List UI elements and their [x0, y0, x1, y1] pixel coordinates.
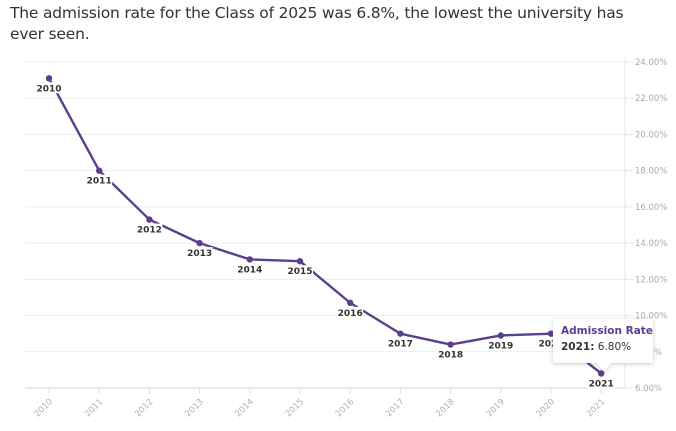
data-point: [347, 299, 354, 307]
point-label: 2011: [87, 177, 112, 187]
y-tick-label: 22.00%: [635, 94, 667, 104]
data-point: [96, 167, 103, 174]
point-label-bg: [186, 247, 213, 259]
point-label: 2016: [338, 309, 363, 319]
data-point: [497, 332, 504, 339]
point-label: 2013: [187, 249, 212, 259]
x-tick-label: 2020: [535, 397, 557, 419]
data-point: [547, 330, 555, 337]
series-line: [47, 77, 602, 375]
x-tick-label: 2011: [83, 397, 105, 419]
x-tick-label: 2018: [434, 397, 456, 419]
point-label-bg: [36, 82, 62, 94]
x-tick-label: 2012: [133, 397, 155, 419]
point-label-bg: [487, 339, 514, 351]
data-point: [45, 75, 53, 82]
y-tick-label: 6.00%: [635, 384, 662, 394]
point-label: 2020: [538, 340, 563, 350]
x-tick-label: 2014: [234, 397, 256, 419]
x-tick-label: 2010: [33, 397, 55, 419]
x-tick-label: 2021: [585, 397, 607, 419]
point-label-bg: [387, 337, 414, 349]
data-point: [447, 341, 454, 348]
point-labels: 2010 2011 2012 2013 2014 2015 2016 2017 2018 2019…: [36, 82, 615, 390]
tooltip-series-name: Admission Rate: [561, 325, 653, 337]
chart-subtitle: The admission rate for the Class of 2025…: [10, 4, 624, 43]
x-tick-label: 2019: [485, 397, 507, 419]
point-label: 2015: [287, 267, 312, 277]
gridlines: [25, 57, 633, 389]
data-point: [196, 239, 203, 247]
y-tick-label: 18.00%: [635, 167, 667, 177]
point-label: 2014: [237, 265, 262, 275]
data-point: [598, 370, 605, 377]
point-label-bg: [136, 223, 163, 235]
point-label-bg: [588, 377, 615, 389]
point-label: 2010: [36, 84, 61, 94]
x-tick-label: 2017: [384, 397, 406, 419]
data-point: [296, 258, 304, 265]
x-axis-ticks: 2010 2011 2012 2013 2014 2015 2016 2017 2018 2019…: [33, 397, 608, 419]
point-label: 2018: [438, 351, 463, 361]
point-label-bg: [287, 265, 313, 277]
x-tick-label: 2013: [183, 397, 205, 419]
point-label: 2019: [488, 341, 513, 351]
point-label-bg: [86, 174, 113, 186]
tooltip-year: 2021:: [561, 341, 595, 353]
point-label-bg: [437, 348, 464, 360]
y-tick-label: 16.00%: [635, 203, 667, 213]
data-point: [397, 330, 404, 337]
point-label: 2012: [137, 226, 162, 236]
y-tick-label: 14.00%: [635, 239, 667, 249]
y-tick-label: 12.00%: [635, 275, 667, 285]
data-point: [246, 256, 253, 263]
data-point: [146, 216, 153, 223]
tooltip: Admission Rate 2021: 6.80%: [553, 319, 653, 372]
x-axis: [48, 388, 602, 394]
series-admission-rate: [45, 75, 605, 377]
point-label-bg: [538, 337, 564, 349]
tooltip-value: 6.80%: [597, 341, 632, 353]
tooltip-value-row: 2021: 6.80%: [561, 341, 631, 353]
point-label: 2017: [388, 340, 413, 350]
y-tick-label: 20.00%: [635, 130, 667, 140]
point-label-bg: [337, 306, 364, 318]
x-tick-label: 2015: [284, 397, 306, 419]
y-tick-label: 24.00%: [635, 58, 667, 68]
point-label: 2021: [589, 380, 614, 390]
x-tick-label: 2016: [334, 397, 356, 419]
y-tick-label: 10.00%: [635, 312, 667, 322]
point-label-bg: [236, 263, 263, 275]
